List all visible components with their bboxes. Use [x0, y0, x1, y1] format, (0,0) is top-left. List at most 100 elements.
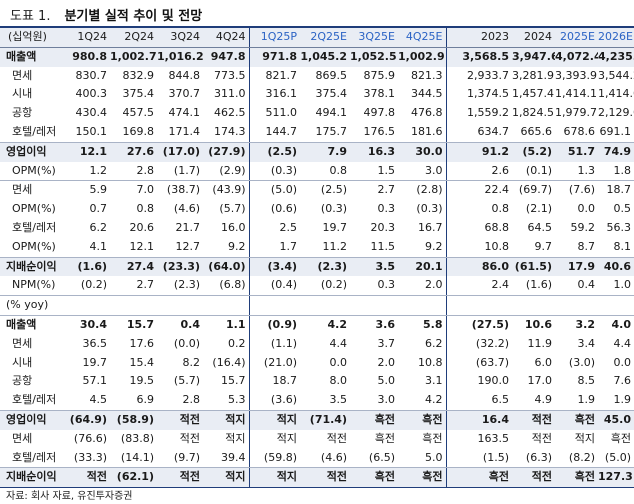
table-cell: (2.1) — [525, 202, 552, 216]
row-label: 공항 — [12, 374, 33, 388]
table-cell: 57.1 — [82, 374, 108, 388]
table-cell: 3.7 — [377, 336, 396, 350]
table-cell: 흑전 — [374, 431, 395, 445]
table-cell: (3.4) — [248, 257, 300, 277]
table-cell: 21.7 — [175, 220, 201, 234]
table-cell: 6.2 — [425, 336, 443, 350]
table-cell: (6.3) — [512, 448, 555, 469]
table-cell: 적지 — [225, 431, 246, 445]
table-cell: 흑전 — [422, 431, 443, 445]
table-cell: 흑전 — [398, 467, 446, 489]
table-cell: 163.5 — [445, 429, 512, 449]
table-cell: 68.8 — [445, 218, 512, 238]
table-cell — [598, 295, 634, 316]
table-cell: 2.8 — [110, 161, 157, 182]
table-cell: 27.6 — [110, 142, 157, 162]
table-cell: 4.4 — [329, 336, 348, 350]
row-label: 호텔/레저 — [12, 220, 57, 234]
row-label: 시내 — [12, 355, 33, 369]
table-cell: 144.7 — [248, 122, 300, 143]
table-row: 영업이익 12.1 27.6 (17.0) (27.9) (2.5) 7.9 16.3 30.0… — [0, 142, 634, 162]
table-cell: 2,129.6 — [598, 106, 634, 120]
table-row: 지배순이익 적전 (62.1) 적전 적지 적지 적전 흑전 흑전 흑전 적전 흑전 127.3 — [0, 467, 634, 489]
row-label: 면세 — [12, 183, 33, 197]
table-cell: 773.5 — [214, 68, 246, 82]
earnings-table: (십억원) 1Q24 2Q24 3Q24 4Q24 1Q25P 2Q25E 3Q25E 4Q25… — [0, 28, 634, 489]
table-cell: (4.6) — [300, 448, 350, 469]
table-cell: 7.6 — [613, 374, 632, 388]
table-cell: 4.4 — [613, 336, 632, 350]
table-cell: 0.3 — [377, 202, 396, 216]
table-cell: 0.0 — [329, 355, 348, 369]
table-cell: (2.3) — [300, 257, 350, 277]
row-label: 면세 — [12, 431, 33, 445]
table-cell: 3,393.9 — [555, 68, 597, 82]
table-cell: 175.7 — [300, 122, 350, 143]
table-cell: 0.4 — [180, 317, 201, 331]
table-cell: 7.9 — [300, 142, 350, 162]
table-cell: 16.0 — [221, 220, 246, 234]
table-cell: 51.7 — [555, 142, 598, 162]
table-cell: 3,568.5 — [445, 47, 512, 67]
table-cell: 497.8 — [363, 106, 396, 120]
table-cell: (5.0) — [598, 448, 634, 469]
table-cell: 1,414.6 — [598, 87, 634, 101]
table-cell: 11.9 — [527, 336, 553, 350]
table-cell: 181.6 — [398, 122, 446, 143]
table-cell: 3,947.6 — [512, 47, 555, 67]
table-cell: 2,933.7 — [445, 66, 512, 86]
table-cell: (33.3) — [66, 448, 110, 469]
table-cell: (43.9) — [212, 183, 246, 197]
table-cell: 430.4 — [75, 106, 108, 120]
row-label: 호텔/레저 — [0, 448, 66, 469]
table-cell: 18.7 — [248, 372, 300, 392]
table-cell: 40.6 — [598, 257, 634, 277]
table-cell: (27.9) — [203, 142, 249, 162]
row-label: OPM(%) — [12, 202, 56, 216]
table-cell: (0.2) — [66, 276, 110, 297]
table-cell: 1,414.1 — [555, 87, 597, 101]
table-cell: (21.0) — [248, 353, 300, 373]
table-cell: 30.0 — [398, 142, 446, 162]
table-cell: 19.7 — [82, 355, 108, 369]
figure-title-text: 분기별 실적 추이 및 전망 — [64, 8, 203, 24]
row-label: 영업이익 — [0, 142, 66, 162]
table-cell: 적전 — [157, 410, 203, 430]
table-cell: 적지 — [248, 429, 300, 449]
table-cell: 150.1 — [66, 122, 110, 143]
table-cell: (6.8) — [203, 276, 249, 297]
table-cell: (1.1) — [248, 334, 300, 354]
table-cell: (1.7) — [157, 161, 203, 182]
table-cell: 511.0 — [248, 104, 300, 123]
row-label: (% yoy) — [0, 295, 66, 316]
table-cell: 127.3 — [598, 467, 634, 489]
table-cell: 27.4 — [110, 257, 157, 277]
table-row: NPM(%) (0.2) 2.7 (2.3) (6.8) (0.4) (0.2) 0.3 2.0… — [0, 276, 634, 297]
row-label: 시내 — [12, 87, 33, 101]
table-cell: 1.9 — [555, 391, 598, 411]
table-cell: 4.0 — [611, 317, 632, 331]
table-cell: 6.2 — [89, 220, 108, 234]
table-cell: 적전 — [157, 467, 203, 489]
table-cell: 821.7 — [248, 66, 300, 86]
figure-title: 도표 1. 분기별 실적 추이 및 전망 — [10, 4, 202, 24]
table-cell: 적지 — [248, 410, 300, 430]
table-cell: 16.7 — [418, 220, 443, 234]
table-cell: (0.0) — [173, 336, 200, 350]
table-cell: (1.5) — [445, 448, 512, 469]
table-cell: 4.5 — [66, 391, 110, 411]
table-cell: (64.9) — [66, 410, 110, 430]
table-cell: 4,235.3 — [598, 47, 634, 67]
table-cell: (2.8) — [416, 183, 443, 197]
table-cell: 7.0 — [136, 183, 155, 197]
table-cell — [300, 295, 350, 316]
row-label: NPM(%) — [0, 276, 66, 297]
table-cell: 16.4 — [445, 410, 512, 430]
table-cell: 980.8 — [66, 47, 110, 67]
table-cell: 39.4 — [203, 448, 249, 469]
table-cell: (5.7) — [173, 374, 200, 388]
table-cell: (71.4) — [300, 410, 350, 430]
table-cell: 20.6 — [129, 220, 155, 234]
table-cell: (0.6) — [248, 200, 300, 219]
table-cell: 678.6 — [555, 122, 598, 143]
